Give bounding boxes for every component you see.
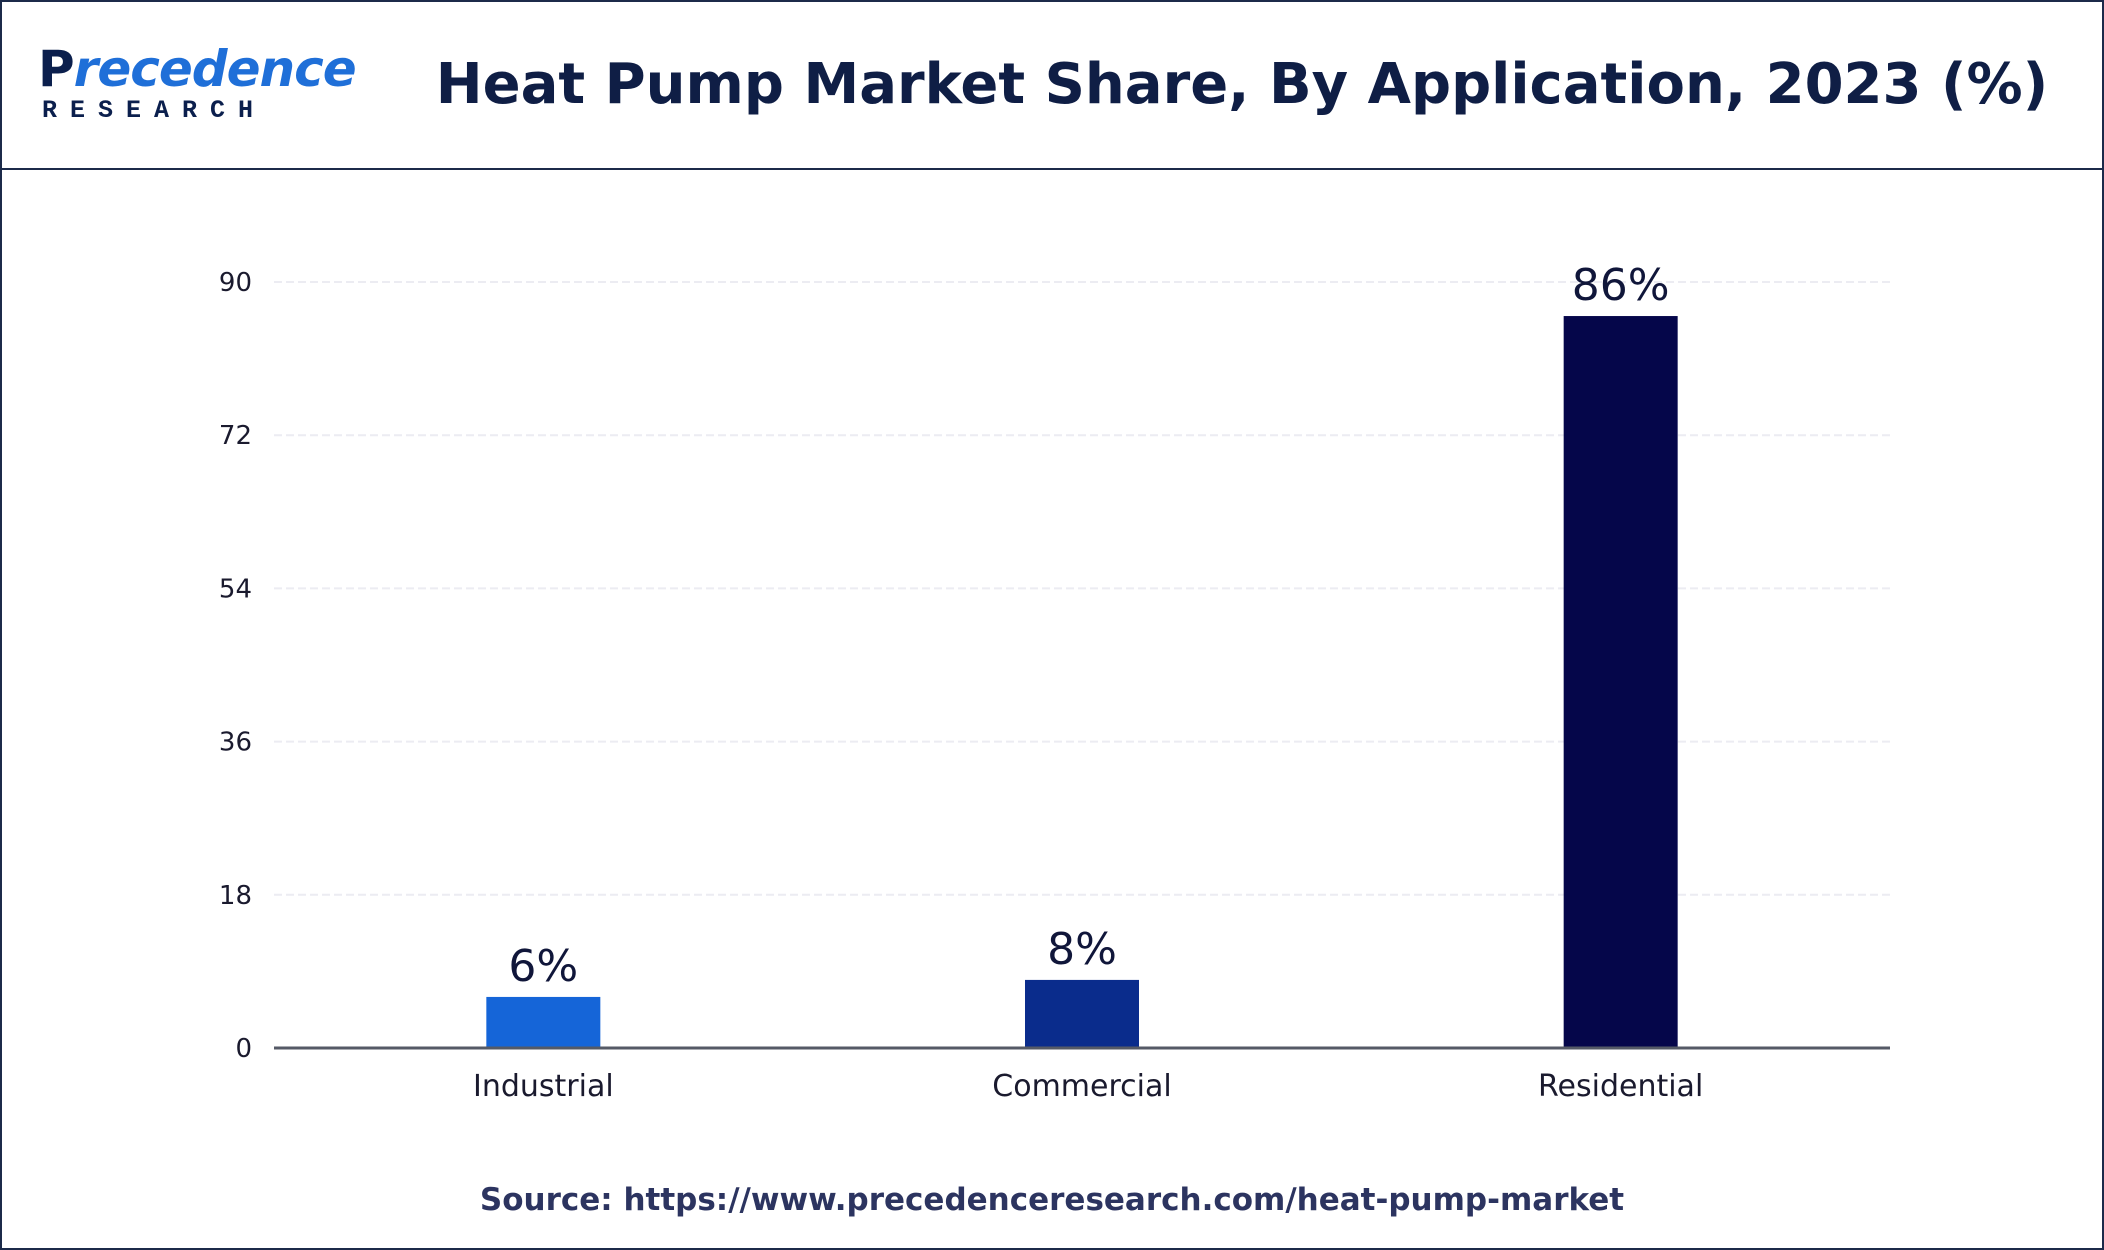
logo-main-text: recedence xyxy=(73,40,357,98)
precedence-research-logo: Precedence RESEARCH xyxy=(38,40,357,130)
x-category-label: Industrial xyxy=(473,1069,614,1104)
data-label: 86% xyxy=(1572,260,1670,311)
header: Precedence RESEARCH Heat Pump Market Sha… xyxy=(2,2,2102,170)
logo-initial: P xyxy=(38,40,75,98)
logo-subtext: RESEARCH xyxy=(42,96,267,125)
chart-title: Heat Pump Market Share, By Application, … xyxy=(435,52,2049,117)
data-label: 6% xyxy=(508,941,578,992)
y-tick-label: 0 xyxy=(235,1034,252,1064)
y-tick-label: 18 xyxy=(219,881,252,911)
bar-commercial xyxy=(1025,979,1139,1048)
logo-wordmark: Precedence xyxy=(38,40,357,98)
data-label: 8% xyxy=(1047,924,1117,975)
bar-industrial xyxy=(486,996,601,1048)
y-tick-label: 54 xyxy=(219,574,252,604)
bar-residential xyxy=(1563,316,1678,1048)
x-category-label: Commercial xyxy=(992,1069,1171,1104)
x-category-label: Residential xyxy=(1538,1069,1703,1104)
source-note: Source: https://www.precedenceresearch.c… xyxy=(479,1182,1625,1218)
y-tick-label: 36 xyxy=(219,728,252,758)
y-tick-label: 72 xyxy=(219,421,252,451)
y-tick-label: 90 xyxy=(219,268,252,298)
